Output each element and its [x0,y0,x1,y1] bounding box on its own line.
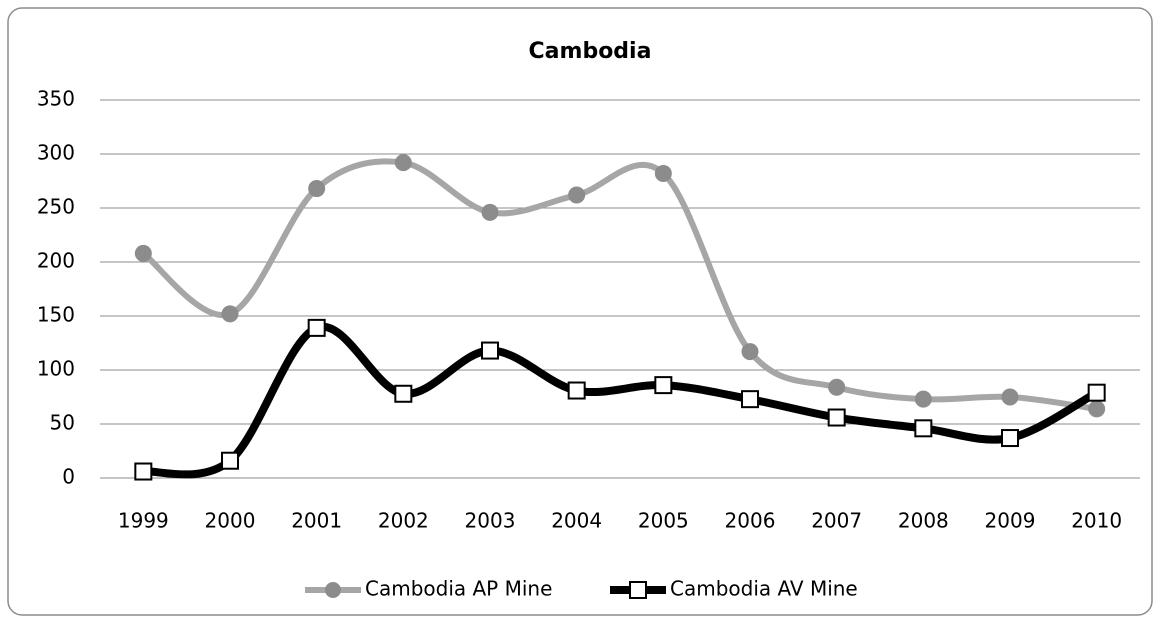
legend-marker [629,581,647,599]
x-tick-label: 2007 [811,509,862,533]
x-tick-label: 2005 [638,509,689,533]
y-tick-label: 0 [62,465,75,489]
data-point [1001,388,1019,406]
legend-label: Cambodia AP Mine [365,577,552,601]
data-point [741,343,759,361]
data-point [221,451,239,470]
data-point [1087,383,1106,402]
data-point [654,376,673,395]
data-point [307,318,326,337]
data-point [914,390,932,408]
x-tick-label: 2000 [205,509,256,533]
y-tick-label: 300 [37,141,75,165]
y-tick-label: 350 [37,87,75,111]
x-tick-label: 2009 [985,509,1036,533]
data-point [394,384,413,403]
chart-border [7,7,1153,616]
data-point [308,180,326,198]
x-tick-label: 2006 [725,509,776,533]
legend-marker [325,582,341,598]
data-point [221,305,239,323]
y-tick-label: 250 [37,195,75,219]
x-tick-label: 1999 [118,509,169,533]
data-point [654,164,672,182]
data-point [567,381,586,400]
y-tick-label: 200 [37,249,75,273]
chart-title: Cambodia [529,39,652,64]
data-point [827,408,846,427]
data-point [134,244,152,262]
data-point [1088,400,1106,418]
x-tick-label: 2010 [1071,509,1122,533]
data-point [828,378,846,396]
x-tick-label: 2008 [898,509,949,533]
data-point [481,203,499,221]
x-tick-label: 2001 [291,509,342,533]
x-tick-label: 2004 [551,509,602,533]
y-tick-label: 150 [37,303,75,327]
y-tick-label: 50 [50,411,75,435]
data-point [914,419,933,438]
data-point [741,390,759,409]
y-tick-label: 100 [37,357,75,381]
data-point [134,462,153,481]
x-tick-label: 2003 [465,509,516,533]
legend-label: Cambodia AV Mine [670,577,858,601]
data-point [568,186,586,204]
data-point [394,154,412,172]
x-tick-label: 2002 [378,509,429,533]
data-point [481,341,499,360]
data-point [1001,429,1019,448]
